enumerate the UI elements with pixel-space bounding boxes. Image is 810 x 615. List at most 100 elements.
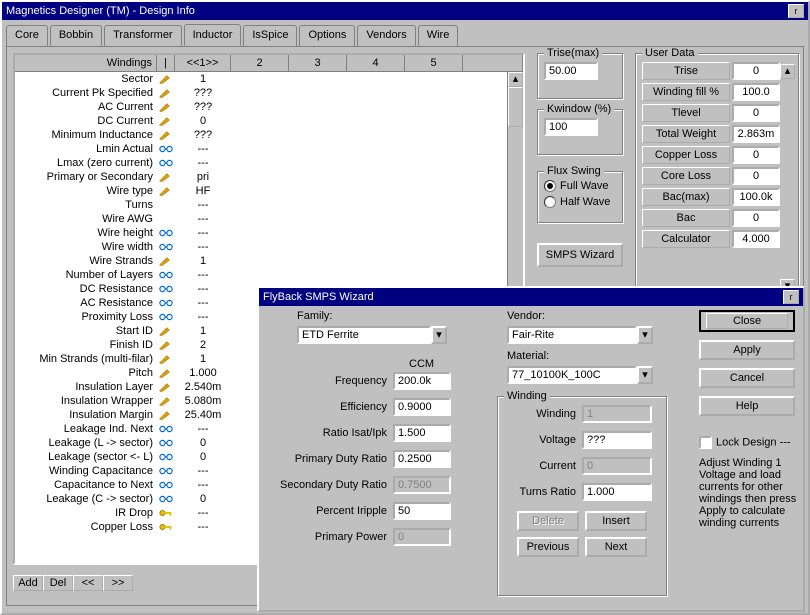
grid-header-4[interactable]: 4	[347, 55, 405, 71]
dialog-help-button[interactable]: Help	[699, 396, 795, 416]
userdata-value[interactable]: 100.0	[732, 83, 780, 101]
ccm-field-input[interactable]: 0.9000	[393, 398, 451, 416]
voltage-input[interactable]: ???	[582, 431, 652, 449]
grid-row[interactable]: Wire height---	[15, 226, 523, 240]
del-button[interactable]: Del	[43, 575, 73, 591]
row-value-1[interactable]: 1	[175, 324, 231, 338]
grid-header-nav[interactable]: <<1>>	[175, 55, 231, 71]
row-value-1[interactable]: 0	[175, 114, 231, 128]
row-value-1[interactable]: 0	[175, 436, 231, 450]
add-button[interactable]: Add	[13, 575, 43, 591]
row-value-1[interactable]: ---	[175, 296, 231, 310]
scroll-thumb[interactable]	[508, 87, 523, 127]
row-value-1[interactable]: 25.40m	[175, 408, 231, 422]
tab-vendors[interactable]: Vendors	[357, 25, 415, 47]
row-value-1[interactable]: ---	[175, 520, 231, 534]
row-value-1[interactable]: ???	[175, 86, 231, 100]
winding-next-button[interactable]: Next	[585, 537, 647, 557]
grid-row[interactable]: AC Current???	[15, 100, 523, 114]
userdata-label-button[interactable]: Core Loss	[642, 167, 730, 185]
row-value-1[interactable]: ---	[175, 198, 231, 212]
material-combo[interactable]: 77_10100K_100C ▾	[507, 366, 653, 384]
row-value-1[interactable]: ---	[175, 226, 231, 240]
row-value-1[interactable]: ---	[175, 282, 231, 296]
userdata-scrollbar[interactable]: ▴ ▾	[780, 64, 796, 294]
userdata-value[interactable]: 0	[732, 167, 780, 185]
tab-inductor[interactable]: Inductor	[184, 24, 242, 46]
row-value-1[interactable]: 1	[175, 72, 231, 86]
grid-row[interactable]: Wire width---	[15, 240, 523, 254]
row-value-1[interactable]: ???	[175, 128, 231, 142]
lock-design-checkbox[interactable]: Lock Design ---	[699, 436, 795, 449]
kwindow-input[interactable]: 100	[544, 118, 598, 136]
row-value-1[interactable]: ---	[175, 422, 231, 436]
turns-ratio-input[interactable]: 1.000	[582, 483, 652, 501]
grid-row[interactable]: Wire AWG---	[15, 212, 523, 226]
ccm-field-input[interactable]: 0.2500	[393, 450, 451, 468]
grid-row[interactable]: Primary or Secondarypri	[15, 170, 523, 184]
row-value-1[interactable]: ---	[175, 506, 231, 520]
tab-transformer[interactable]: Transformer	[104, 25, 182, 47]
userdata-label-button[interactable]: Copper Loss	[642, 146, 730, 164]
dialog-titlebar[interactable]: FlyBack SMPS Wizard r	[259, 288, 803, 306]
dialog-apply-button[interactable]: Apply	[699, 340, 795, 360]
userdata-value[interactable]: 0	[732, 104, 780, 122]
next-col-button[interactable]: >>	[103, 575, 133, 591]
family-combo[interactable]: ETD Ferrite ▾	[297, 326, 447, 344]
userdata-label-button[interactable]: Total Weight	[642, 125, 730, 143]
scroll-up-button[interactable]: ▴	[780, 64, 795, 79]
row-value-1[interactable]: 1	[175, 254, 231, 268]
row-value-1[interactable]: 1	[175, 352, 231, 366]
dialog-cancel-button[interactable]: Cancel	[699, 368, 795, 388]
tab-isspice[interactable]: IsSpice	[243, 25, 297, 47]
grid-header-prop[interactable]: Windings	[15, 55, 157, 71]
userdata-label-button[interactable]: Calculator	[642, 230, 730, 248]
grid-header-5[interactable]: 5	[405, 55, 463, 71]
row-value-1[interactable]: 0	[175, 450, 231, 464]
row-value-1[interactable]: 2	[175, 338, 231, 352]
grid-row[interactable]: Current Pk Specified???	[15, 86, 523, 100]
row-value-1[interactable]: ---	[175, 310, 231, 324]
winding-insert-button[interactable]: Insert	[585, 511, 647, 531]
row-value-1[interactable]: pri	[175, 170, 231, 184]
userdata-label-button[interactable]: Trise	[642, 62, 730, 80]
winding-previous-button[interactable]: Previous	[517, 537, 579, 557]
row-value-1[interactable]: ---	[175, 142, 231, 156]
smps-wizard-button[interactable]: SMPS Wizard	[537, 243, 623, 267]
row-value-1[interactable]: 2.540m	[175, 380, 231, 394]
row-value-1[interactable]: 1.000	[175, 366, 231, 380]
ccm-field-input[interactable]: 1.500	[393, 424, 451, 442]
userdata-label-button[interactable]: Bac(max)	[642, 188, 730, 206]
dialog-close-button[interactable]: r	[783, 290, 799, 304]
grid-header-indicator[interactable]: |	[157, 55, 175, 71]
userdata-value[interactable]: 4.000	[732, 230, 780, 248]
grid-row[interactable]: Turns---	[15, 198, 523, 212]
tab-wire[interactable]: Wire	[418, 25, 459, 47]
tab-core[interactable]: Core	[6, 25, 48, 47]
row-value-1[interactable]: 5.080m	[175, 394, 231, 408]
userdata-label-button[interactable]: Bac	[642, 209, 730, 227]
dialog-close-button2[interactable]: Close	[699, 310, 795, 332]
userdata-label-button[interactable]: Tlevel	[642, 104, 730, 122]
row-value-1[interactable]: ---	[175, 464, 231, 478]
userdata-value[interactable]: 0	[732, 209, 780, 227]
row-value-1[interactable]: ---	[175, 240, 231, 254]
scroll-up-button[interactable]: ▴	[508, 72, 523, 87]
ccm-field-input[interactable]: 200.0k	[393, 372, 451, 390]
grid-row[interactable]: Lmax (zero current)---	[15, 156, 523, 170]
userdata-value[interactable]: 2.863m	[732, 125, 780, 143]
vendor-dropdown-button[interactable]: ▾	[637, 326, 653, 344]
row-value-1[interactable]: ???	[175, 100, 231, 114]
userdata-value[interactable]: 100.0k	[732, 188, 780, 206]
flux-full-radio[interactable]: Full Wave	[544, 180, 616, 192]
ccm-field-input[interactable]: 50	[393, 502, 451, 520]
family-dropdown-button[interactable]: ▾	[431, 326, 447, 344]
row-value-1[interactable]: ---	[175, 156, 231, 170]
userdata-value[interactable]: 0	[732, 62, 780, 80]
row-value-1[interactable]: ---	[175, 212, 231, 226]
userdata-value[interactable]: 0	[732, 146, 780, 164]
tab-options[interactable]: Options	[299, 25, 355, 47]
grid-row[interactable]: Number of Layers---	[15, 268, 523, 282]
row-value-1[interactable]: HF	[175, 184, 231, 198]
trise-input[interactable]: 50.00	[544, 62, 598, 80]
